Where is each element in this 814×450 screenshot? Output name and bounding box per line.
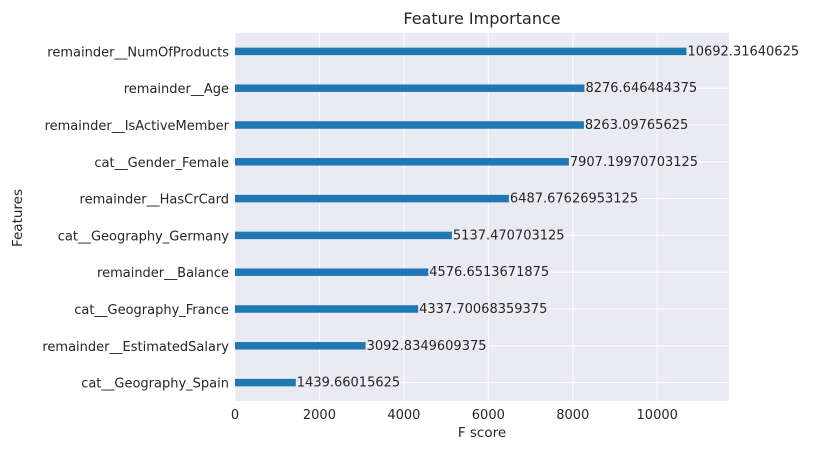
- y-tick-label: cat__Geography_Germany: [58, 229, 230, 244]
- y-tick-label: remainder__HasCrCard: [80, 193, 229, 208]
- y-tick-label: remainder__Age: [124, 82, 229, 97]
- y-axis-label: Features: [10, 189, 26, 247]
- bar: [235, 268, 429, 276]
- x-tick-label: 2000: [303, 408, 336, 423]
- bar: [235, 342, 366, 350]
- y-tick-labels: remainder__NumOfProducts remainder__Agere…: [42, 45, 229, 391]
- value-label: 4337.70068359375: [419, 302, 547, 317]
- value-label: 8276.646484375: [585, 81, 697, 96]
- value-label: 5137.470703125: [453, 228, 565, 243]
- value-labels: 10692.31640625 8276.646484375 8263.0976562…: [297, 44, 799, 390]
- value-label: 7907.19970703125: [570, 155, 698, 170]
- bar: [235, 194, 509, 203]
- x-tick-label: 8000: [556, 408, 589, 423]
- value-label: 3092.8349609375: [367, 339, 487, 354]
- bar: [235, 47, 687, 56]
- y-tick-label: remainder__EstimatedSalary: [42, 340, 229, 355]
- x-tick-label: 0: [231, 408, 239, 423]
- x-tick-labels: 0 2000 4000 6000 8000 10000: [231, 408, 678, 423]
- chart-title: Feature Importance: [403, 9, 560, 28]
- x-tick-label: 6000: [472, 408, 505, 423]
- y-tick-label: cat__Geography_Spain: [81, 377, 229, 392]
- y-tick-label: cat__Gender_Female: [94, 156, 229, 171]
- y-tick-label: remainder__NumOfProducts: [47, 45, 229, 60]
- bar: [235, 121, 584, 129]
- value-label: 8263.09765625: [585, 118, 688, 133]
- y-tick-label: remainder__IsActiveMember: [45, 119, 230, 134]
- value-label: 6487.67626953125: [510, 192, 638, 207]
- bar: [235, 84, 585, 92]
- bar: [235, 231, 452, 240]
- x-axis-label: F score: [458, 425, 506, 441]
- bar: [235, 158, 569, 166]
- plot-background: [235, 33, 729, 401]
- value-label: 10692.31640625: [687, 44, 799, 59]
- bars: [235, 47, 687, 387]
- value-label: 4576.6513671875: [429, 265, 549, 280]
- value-label: 1439.66015625: [297, 376, 400, 391]
- bar: [235, 305, 419, 313]
- x-tick-label: 4000: [387, 408, 420, 423]
- y-tick-label: remainder__Balance: [97, 266, 229, 281]
- bar: [235, 378, 296, 387]
- x-tick-label: 10000: [637, 408, 678, 423]
- y-tick-label: cat__Geography_France: [74, 303, 229, 318]
